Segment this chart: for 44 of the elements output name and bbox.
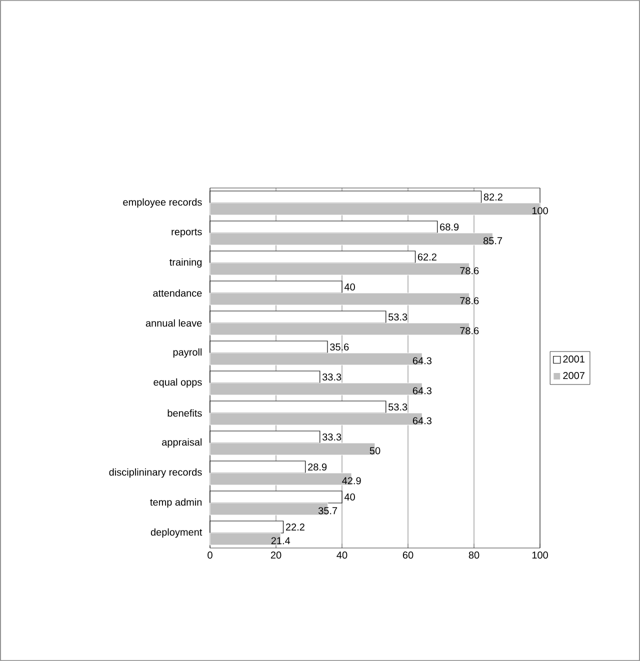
y-tick-label: payroll [173, 348, 202, 358]
y-tick-label: benefits [168, 409, 202, 417]
x-tick-label: 60 [402, 552, 414, 559]
y-tick-label: employee records [123, 198, 202, 208]
data-label: 35.7 [318, 507, 338, 514]
y-tick-label: annual leave [146, 319, 202, 327]
data-label: 85.7 [484, 237, 502, 244]
data-label: 50 [370, 447, 380, 454]
data-label: 35.6 [330, 343, 349, 351]
data-label: 40 [344, 283, 355, 291]
data-label: 62.2 [418, 253, 436, 261]
data-label: 33.3 [322, 373, 342, 381]
y-tick-label: appraisal [162, 438, 202, 448]
x-tick-label: 80 [468, 552, 480, 559]
data-label: 53.3 [388, 403, 408, 411]
y-tick-label: deployment [150, 528, 202, 538]
y-tick-label: temp admin [150, 498, 202, 508]
x-tick-label: 0 [208, 552, 212, 559]
y-tick-label: disciplininary records [109, 468, 202, 478]
data-label: 40 [344, 493, 355, 501]
data-label: 100 [532, 207, 548, 214]
data-label: 21.4 [271, 537, 290, 544]
data-label: 64.3 [412, 417, 432, 424]
data-label: 28.9 [308, 463, 327, 471]
x-tick-label: 40 [336, 552, 348, 559]
data-label: 22.2 [286, 524, 304, 530]
data-label: 53.3 [388, 313, 408, 321]
x-tick-label: 100 [532, 552, 548, 559]
x-tick-label: 20 [270, 552, 282, 559]
legend-label: 2001 [563, 356, 584, 363]
y-tick-label: equal opps [154, 378, 202, 388]
data-label: 78.6 [460, 267, 479, 274]
data-label: 68.9 [440, 223, 459, 231]
y-tick-label: reports [172, 228, 202, 238]
data-label: 42.9 [342, 477, 361, 484]
data-label: 82.2 [484, 193, 502, 201]
data-label: 33.3 [322, 433, 342, 441]
data-label: 78.6 [460, 297, 479, 304]
y-tick-label: training [170, 258, 202, 268]
data-label: 78.6 [460, 327, 479, 334]
data-label: 64.3 [412, 357, 432, 364]
legend-label: 2007 [563, 372, 584, 380]
y-tick-label: attendance [153, 289, 202, 297]
data-label: 64.3 [412, 387, 432, 394]
